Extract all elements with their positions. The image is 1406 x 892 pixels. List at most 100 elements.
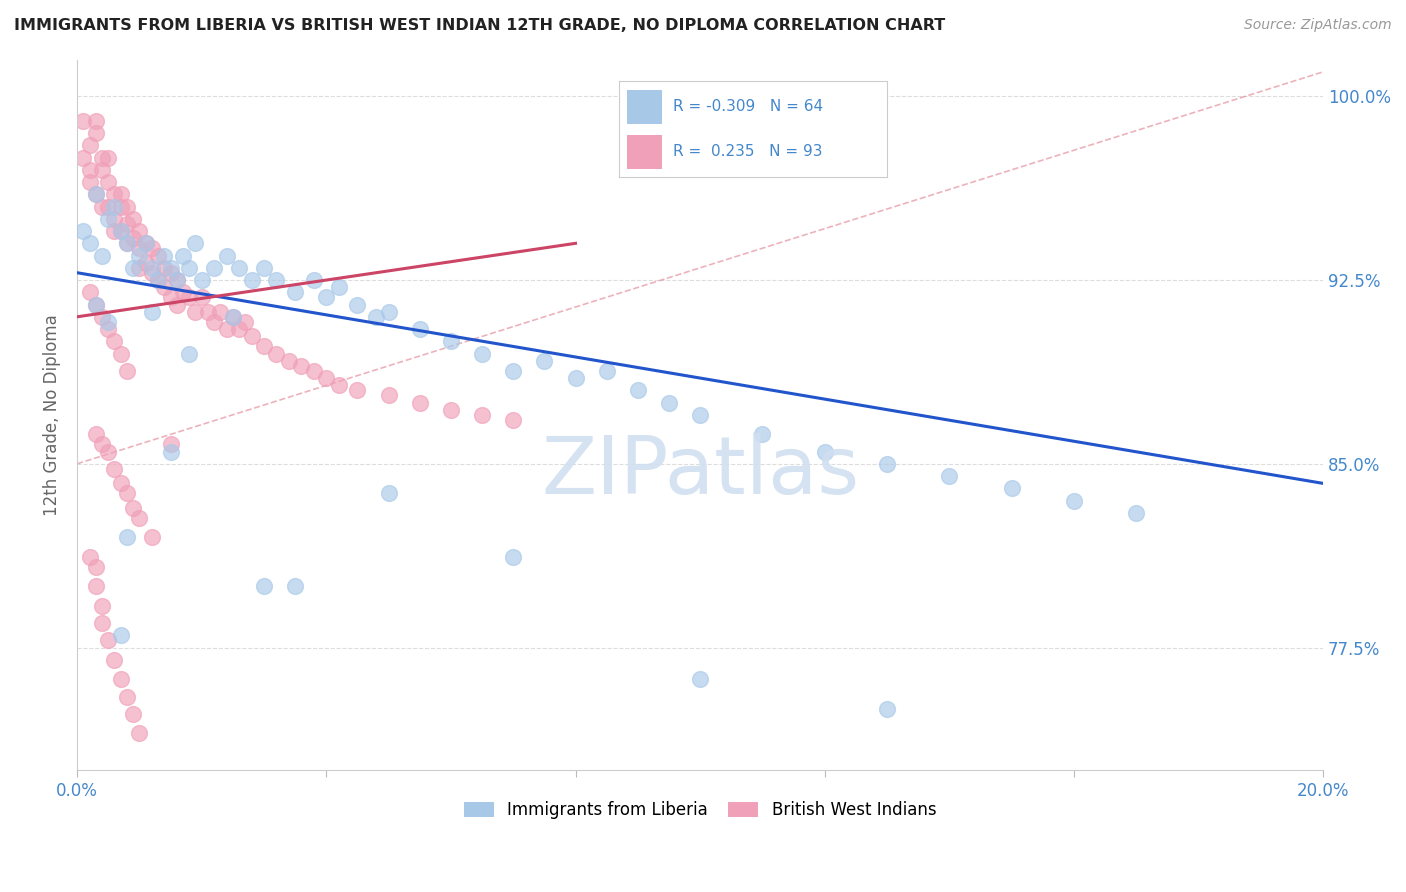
Point [502, 413, 524, 427]
Point [84, 297, 107, 311]
Point [115, 364, 138, 378]
Point [97, 200, 120, 214]
Point [115, 217, 138, 231]
Point [190, 290, 212, 304]
Point [84, 126, 107, 140]
Point [135, 236, 157, 251]
Point [97, 211, 120, 226]
Point [533, 354, 555, 368]
Point [172, 249, 194, 263]
Point [440, 334, 463, 349]
Point [876, 457, 898, 471]
Legend: Immigrants from Liberia, British West Indians: Immigrants from Liberia, British West In… [457, 794, 943, 826]
Text: Source: ZipAtlas.com: Source: ZipAtlas.com [1244, 18, 1392, 32]
Point [159, 266, 181, 280]
Point [84, 187, 107, 202]
Point [128, 726, 150, 740]
Point [153, 280, 176, 294]
Point [266, 273, 288, 287]
Point [110, 476, 132, 491]
Point [128, 249, 150, 263]
Point [141, 260, 163, 275]
Point [115, 236, 138, 251]
Point [658, 395, 681, 409]
Point [202, 260, 225, 275]
Point [346, 384, 368, 398]
Point [471, 346, 494, 360]
Point [91, 310, 114, 324]
Point [128, 241, 150, 255]
Point [253, 579, 276, 593]
Point [751, 427, 773, 442]
Point [110, 224, 132, 238]
Point [202, 315, 225, 329]
Point [228, 260, 250, 275]
Point [233, 315, 256, 329]
Point [346, 297, 368, 311]
Point [141, 266, 163, 280]
Point [502, 549, 524, 564]
Y-axis label: 12th Grade, No Diploma: 12th Grade, No Diploma [44, 314, 60, 516]
Point [184, 305, 207, 319]
Point [103, 653, 125, 667]
Point [84, 427, 107, 442]
Point [103, 187, 125, 202]
Point [409, 322, 432, 336]
Point [409, 395, 432, 409]
Point [110, 346, 132, 360]
Point [284, 285, 307, 300]
Point [84, 187, 107, 202]
Point [128, 260, 150, 275]
Point [166, 297, 188, 311]
Point [166, 273, 188, 287]
Point [215, 249, 238, 263]
Point [115, 236, 138, 251]
Point [115, 530, 138, 544]
Point [595, 364, 617, 378]
Point [79, 285, 101, 300]
Point [159, 437, 181, 451]
Point [1063, 493, 1085, 508]
Point [91, 162, 114, 177]
Point [91, 615, 114, 630]
Text: IMMIGRANTS FROM LIBERIA VS BRITISH WEST INDIAN 12TH GRADE, NO DIPLOMA CORRELATIO: IMMIGRANTS FROM LIBERIA VS BRITISH WEST … [14, 18, 945, 33]
Point [122, 231, 145, 245]
Point [266, 346, 288, 360]
Point [115, 200, 138, 214]
Point [328, 280, 350, 294]
Point [284, 579, 307, 593]
Point [122, 706, 145, 721]
Point [315, 371, 337, 385]
Point [103, 200, 125, 214]
Point [627, 384, 650, 398]
Point [97, 151, 120, 165]
Point [141, 241, 163, 255]
Point [190, 273, 212, 287]
Point [253, 339, 276, 353]
Point [128, 510, 150, 524]
Point [91, 599, 114, 613]
Point [72, 151, 94, 165]
Point [84, 559, 107, 574]
Point [79, 175, 101, 189]
Point [146, 273, 169, 287]
Point [79, 549, 101, 564]
Point [128, 224, 150, 238]
Point [1001, 481, 1024, 495]
Point [184, 236, 207, 251]
Point [115, 486, 138, 500]
Point [97, 444, 120, 458]
Point [159, 260, 181, 275]
Point [1125, 506, 1147, 520]
Point [79, 162, 101, 177]
Point [115, 690, 138, 704]
Point [72, 224, 94, 238]
Text: ZIPatlas: ZIPatlas [541, 433, 859, 510]
Point [79, 138, 101, 153]
Point [179, 290, 201, 304]
Point [502, 364, 524, 378]
Point [103, 461, 125, 475]
Point [141, 530, 163, 544]
Point [110, 200, 132, 214]
Point [110, 628, 132, 642]
